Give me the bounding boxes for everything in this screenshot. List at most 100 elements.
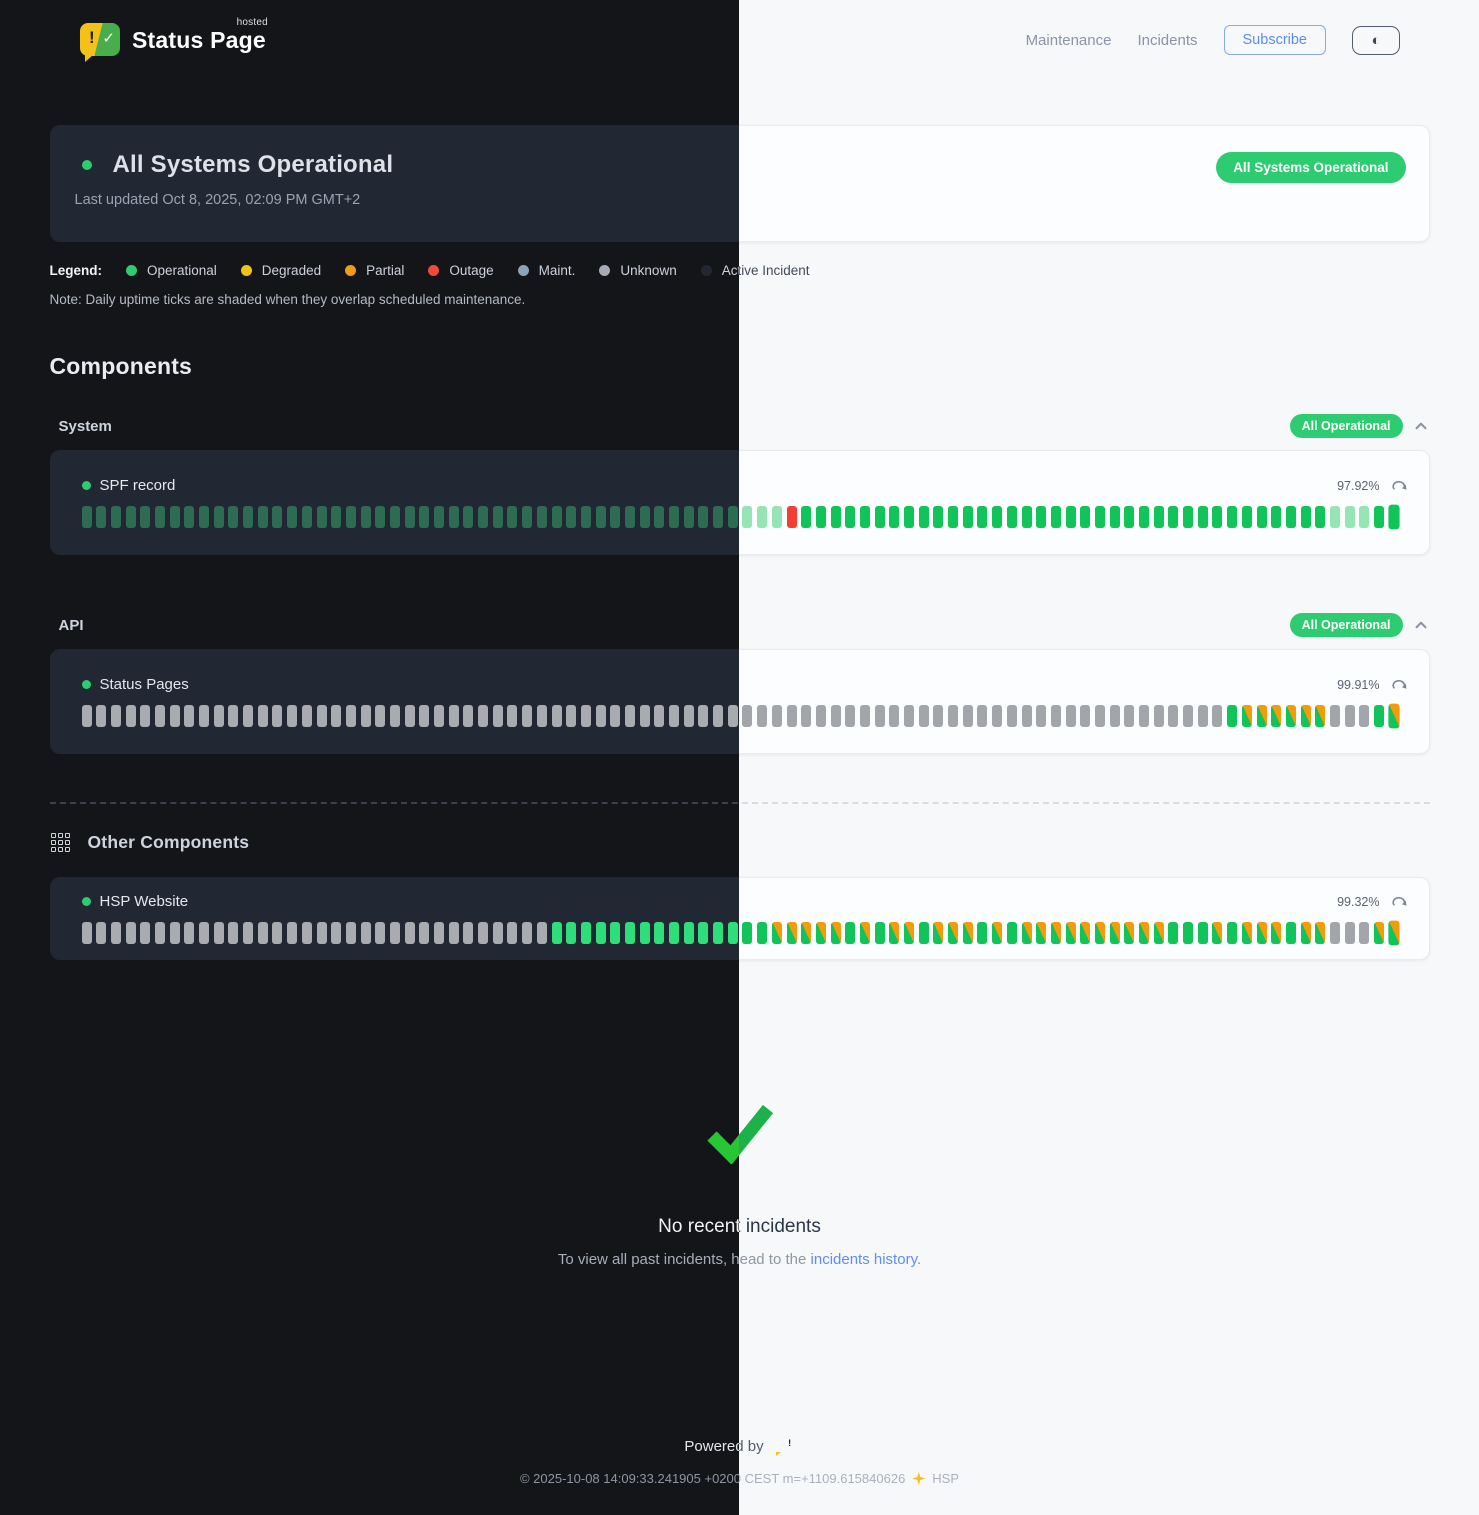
uptime-tick[interactable] — [1197, 922, 1208, 944]
uptime-tick[interactable] — [904, 506, 914, 528]
uptime-tick[interactable] — [96, 705, 107, 727]
uptime-tick[interactable] — [81, 922, 92, 944]
uptime-tick[interactable] — [1285, 705, 1296, 727]
uptime-tick[interactable] — [199, 705, 209, 727]
refresh-icon[interactable] — [1391, 896, 1407, 908]
uptime-tick[interactable] — [1153, 506, 1164, 528]
uptime-tick[interactable] — [771, 922, 782, 944]
uptime-tick[interactable] — [948, 922, 959, 944]
uptime-tick[interactable] — [580, 922, 591, 944]
uptime-tick[interactable] — [977, 506, 988, 528]
uptime-tick[interactable] — [786, 506, 797, 528]
uptime-tick[interactable] — [815, 506, 826, 528]
uptime-tick[interactable] — [434, 922, 444, 944]
uptime-tick[interactable] — [213, 506, 224, 528]
uptime-tick[interactable] — [580, 506, 591, 528]
uptime-tick[interactable] — [375, 922, 386, 944]
uptime-tick[interactable] — [419, 506, 430, 528]
uptime-tick[interactable] — [1329, 705, 1340, 727]
uptime-tick[interactable] — [536, 922, 547, 944]
uptime-tick[interactable] — [683, 922, 694, 944]
uptime-tick[interactable] — [624, 506, 635, 528]
uptime-tick[interactable] — [522, 922, 533, 944]
uptime-tick[interactable] — [331, 922, 342, 944]
uptime-tick[interactable] — [1359, 922, 1370, 944]
uptime-tick[interactable] — [845, 922, 856, 944]
uptime-tick[interactable] — [1094, 922, 1105, 944]
theme-toggle-button[interactable]: ◐ — [1352, 25, 1400, 55]
uptime-tick[interactable] — [1139, 705, 1149, 727]
uptime-tick[interactable] — [713, 705, 724, 727]
uptime-tick[interactable] — [1300, 922, 1311, 944]
uptime-tick[interactable] — [727, 705, 738, 727]
uptime-tick[interactable] — [507, 922, 518, 944]
uptime-tick[interactable] — [213, 705, 224, 727]
uptime-tick[interactable] — [1065, 922, 1076, 944]
uptime-tick[interactable] — [771, 705, 782, 727]
uptime-tick[interactable] — [1285, 506, 1296, 528]
uptime-tick[interactable] — [1050, 506, 1061, 528]
uptime-tick[interactable] — [639, 922, 650, 944]
uptime-tick[interactable] — [1080, 922, 1091, 944]
uptime-tick[interactable] — [125, 705, 136, 727]
uptime-tick[interactable] — [1388, 920, 1400, 946]
chevron-up-icon[interactable] — [1412, 616, 1430, 634]
uptime-tick[interactable] — [140, 506, 151, 528]
uptime-tick[interactable] — [757, 705, 768, 727]
uptime-tick[interactable] — [1241, 922, 1252, 944]
uptime-tick[interactable] — [1021, 922, 1032, 944]
uptime-tick[interactable] — [1168, 922, 1179, 944]
uptime-tick[interactable] — [228, 922, 239, 944]
uptime-tick[interactable] — [243, 705, 254, 727]
nav-maintenance[interactable]: Maintenance — [1025, 31, 1112, 49]
uptime-tick[interactable] — [522, 506, 533, 528]
uptime-tick[interactable] — [1300, 506, 1311, 528]
uptime-tick[interactable] — [624, 922, 635, 944]
uptime-tick[interactable] — [1315, 506, 1326, 528]
uptime-tick[interactable] — [566, 705, 577, 727]
uptime-tick[interactable] — [536, 506, 547, 528]
uptime-tick[interactable] — [1300, 705, 1311, 727]
uptime-tick[interactable] — [1271, 922, 1282, 944]
uptime-tick[interactable] — [1183, 506, 1194, 528]
uptime-tick[interactable] — [1109, 922, 1120, 944]
uptime-tick[interactable] — [1197, 705, 1208, 727]
uptime-tick[interactable] — [1344, 922, 1355, 944]
uptime-tick[interactable] — [81, 705, 92, 727]
uptime-tick[interactable] — [463, 705, 474, 727]
uptime-tick[interactable] — [184, 705, 195, 727]
uptime-tick[interactable] — [551, 922, 562, 944]
uptime-tick[interactable] — [1065, 705, 1076, 727]
uptime-tick[interactable] — [419, 705, 430, 727]
uptime-tick[interactable] — [1183, 705, 1194, 727]
uptime-tick[interactable] — [492, 705, 503, 727]
uptime-tick[interactable] — [830, 506, 841, 528]
uptime-tick[interactable] — [1050, 922, 1061, 944]
uptime-tick[interactable] — [1065, 506, 1076, 528]
uptime-tick[interactable] — [566, 922, 577, 944]
uptime-tick[interactable] — [757, 506, 768, 528]
uptime-tick[interactable] — [1227, 705, 1238, 727]
uptime-tick[interactable] — [1168, 705, 1179, 727]
uptime-tick[interactable] — [669, 506, 679, 528]
uptime-tick[interactable] — [257, 506, 268, 528]
uptime-tick[interactable] — [316, 922, 327, 944]
uptime-tick[interactable] — [580, 705, 591, 727]
uptime-tick[interactable] — [742, 506, 753, 528]
uptime-tick[interactable] — [1094, 705, 1105, 727]
uptime-tick[interactable] — [96, 922, 107, 944]
uptime-tick[interactable] — [1359, 705, 1370, 727]
uptime-tick[interactable] — [492, 506, 503, 528]
uptime-tick[interactable] — [683, 705, 694, 727]
uptime-tick[interactable] — [1168, 506, 1179, 528]
uptime-tick[interactable] — [287, 506, 298, 528]
uptime-tick[interactable] — [698, 705, 709, 727]
uptime-tick[interactable] — [624, 705, 635, 727]
uptime-tick[interactable] — [448, 506, 459, 528]
uptime-tick[interactable] — [316, 705, 327, 727]
uptime-tick[interactable] — [859, 705, 870, 727]
uptime-tick[interactable] — [962, 922, 973, 944]
uptime-tick[interactable] — [815, 922, 826, 944]
uptime-tick[interactable] — [1021, 705, 1032, 727]
uptime-tick[interactable] — [154, 922, 165, 944]
